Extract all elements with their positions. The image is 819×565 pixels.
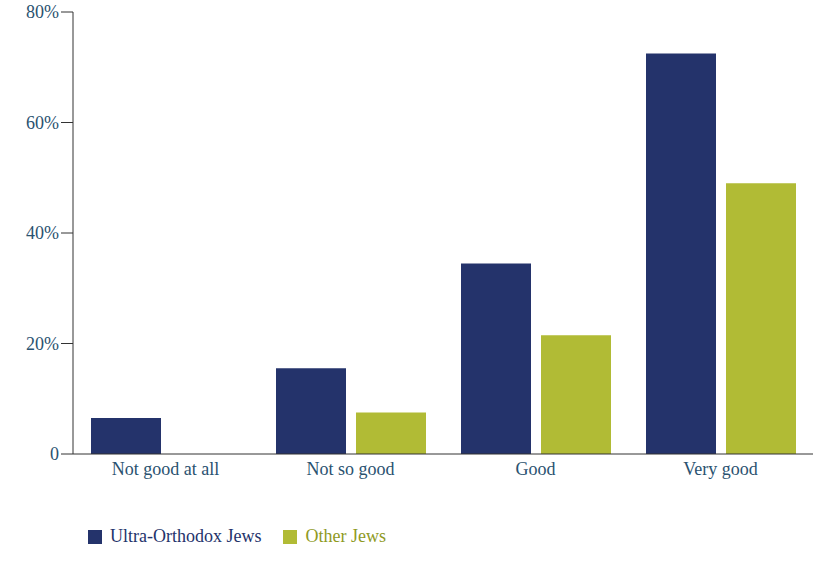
svg-text:20%: 20% [26, 334, 59, 354]
svg-text:80%: 80% [26, 2, 59, 22]
svg-text:40%: 40% [26, 223, 59, 243]
svg-text:Very good: Very good [683, 459, 758, 479]
svg-text:0: 0 [50, 444, 59, 464]
html-text:Ultra-Orthodox Jews: Ultra-Orthodox Jews [110, 526, 262, 546]
svg-text:60%: 60% [26, 113, 59, 133]
svg-text:Good: Good [516, 459, 556, 479]
svg-text:Not good at all: Not good at all [112, 459, 219, 479]
svg-text:Not so good: Not so good [306, 459, 394, 479]
html-text:Other Jews: Other Jews [305, 526, 386, 546]
